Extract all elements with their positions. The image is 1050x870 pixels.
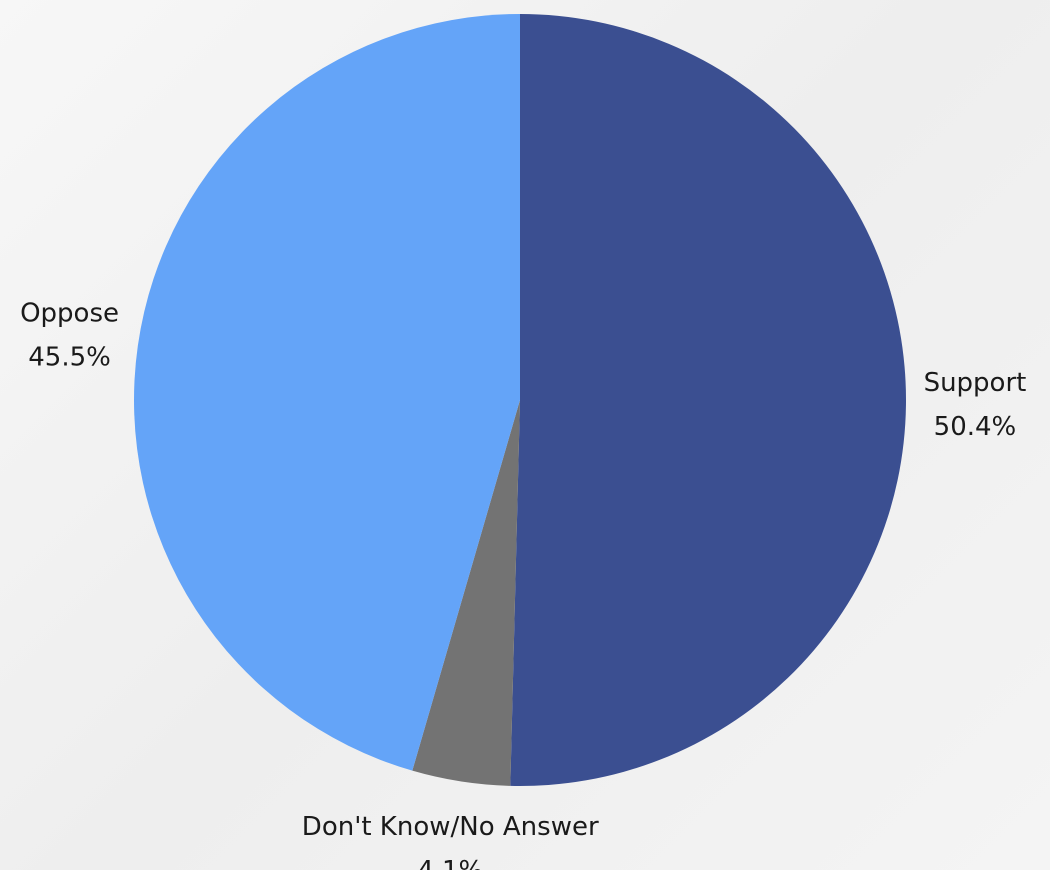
- pie-slice: [134, 14, 520, 771]
- pie-slice: [510, 14, 907, 787]
- slice-label: Support: [924, 368, 1027, 398]
- slice-value-label: 45.5%: [28, 342, 111, 372]
- slice-value-label: 50.4%: [934, 412, 1017, 442]
- slice-label: Oppose: [20, 298, 119, 328]
- slice-value-label: 4.1%: [417, 856, 483, 870]
- slice-label: Don't Know/No Answer: [302, 812, 599, 842]
- pie-slice: [412, 400, 520, 786]
